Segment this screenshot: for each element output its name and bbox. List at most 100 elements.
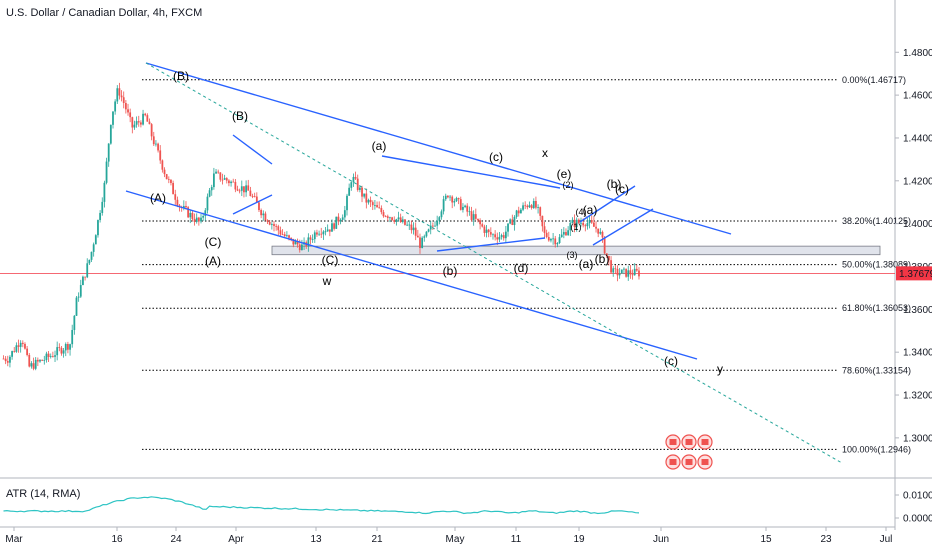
candle-body bbox=[359, 188, 361, 190]
candle-body bbox=[121, 96, 123, 98]
candle-body bbox=[370, 200, 372, 202]
wave-label: (a) bbox=[372, 139, 387, 153]
candle-body bbox=[535, 201, 537, 208]
candle-body bbox=[172, 183, 174, 194]
fib-level-label: 78.60%(1.33154) bbox=[842, 365, 911, 375]
flag-icon-fill bbox=[702, 439, 709, 445]
price-tick-label: 1.36000 bbox=[903, 305, 932, 316]
candle-body bbox=[325, 231, 327, 232]
candle-body bbox=[404, 219, 406, 224]
candle-body bbox=[591, 220, 593, 223]
candle-body bbox=[464, 206, 466, 207]
candle-body bbox=[526, 206, 528, 207]
flag-icon-fill bbox=[686, 439, 693, 445]
candle-body bbox=[129, 112, 131, 117]
candle-body bbox=[638, 271, 640, 277]
candle-body bbox=[138, 121, 140, 122]
candle-body bbox=[599, 232, 601, 234]
candle-body bbox=[18, 345, 20, 347]
candle-body bbox=[78, 297, 80, 298]
candle-body bbox=[196, 218, 198, 222]
candle-body bbox=[466, 206, 468, 212]
candle-body bbox=[361, 188, 363, 197]
candle-body bbox=[213, 173, 215, 187]
candle-body bbox=[24, 344, 26, 349]
candle-body bbox=[488, 230, 490, 232]
candle-body bbox=[509, 219, 511, 223]
wave-label: (2) bbox=[563, 180, 574, 190]
candle-body bbox=[76, 298, 78, 316]
candle-body bbox=[275, 226, 277, 227]
wave-label: (C) bbox=[205, 235, 222, 249]
candle-body bbox=[348, 188, 350, 196]
candle-body bbox=[438, 217, 440, 220]
candle-body bbox=[116, 88, 118, 101]
candle-body bbox=[280, 230, 282, 234]
candle-body bbox=[402, 219, 404, 222]
candle-body bbox=[514, 217, 516, 225]
candle-body bbox=[20, 343, 22, 347]
candle-body bbox=[505, 232, 507, 239]
flag-icon-fill bbox=[670, 459, 677, 465]
candle-body bbox=[3, 359, 5, 360]
candle-body bbox=[194, 219, 196, 222]
candle-body bbox=[507, 224, 509, 232]
candle-body bbox=[499, 237, 501, 240]
candle-body bbox=[155, 144, 157, 145]
wave-label: (B) bbox=[173, 69, 189, 83]
candle-body bbox=[441, 211, 443, 217]
candle-body bbox=[237, 189, 239, 190]
wave-label: (B) bbox=[232, 109, 248, 123]
last-price-label: 1.37679 bbox=[899, 269, 932, 280]
atr-label: ATR (14, RMA) bbox=[6, 488, 80, 500]
candle-body bbox=[456, 198, 458, 201]
wave-label: (a) bbox=[583, 203, 598, 217]
candle-body bbox=[400, 217, 402, 222]
time-tick-label: 19 bbox=[573, 534, 585, 545]
time-tick-label: 21 bbox=[371, 534, 383, 545]
fib-level-label: 0.00%(1.46717) bbox=[842, 75, 906, 85]
candle-body bbox=[219, 172, 221, 179]
time-tick-label: Mar bbox=[5, 534, 23, 545]
candle-body bbox=[627, 270, 629, 276]
candle-body bbox=[533, 201, 535, 208]
wave-label: x bbox=[542, 146, 548, 160]
candle-body bbox=[520, 210, 522, 214]
candle-body bbox=[550, 239, 552, 240]
candle-body bbox=[15, 345, 17, 351]
wave-label: (c) bbox=[489, 150, 503, 164]
candle-body bbox=[110, 125, 112, 144]
candle-body bbox=[86, 263, 88, 277]
time-tick-label: May bbox=[446, 534, 465, 545]
candle-body bbox=[524, 205, 526, 206]
candle-body bbox=[127, 109, 129, 112]
wave-label: (3) bbox=[567, 250, 578, 260]
candle-body bbox=[93, 244, 95, 252]
candle-body bbox=[473, 214, 475, 220]
candle-body bbox=[357, 179, 359, 190]
candle-body bbox=[123, 97, 125, 103]
candle-body bbox=[617, 269, 619, 275]
candle-body bbox=[211, 187, 213, 190]
candle-body bbox=[50, 356, 52, 357]
candle-body bbox=[84, 277, 86, 278]
candle-body bbox=[217, 172, 219, 173]
candle-body bbox=[260, 210, 262, 215]
candle-body bbox=[108, 144, 110, 162]
wave-label: (A) bbox=[150, 191, 166, 205]
candle-body bbox=[368, 200, 370, 203]
candle-body bbox=[71, 330, 73, 344]
candle-body bbox=[249, 191, 251, 196]
candle-body bbox=[131, 117, 133, 127]
time-tick-label: 13 bbox=[310, 534, 322, 545]
candle-body bbox=[458, 198, 460, 199]
candle-body bbox=[363, 194, 365, 197]
candle-body bbox=[174, 194, 176, 200]
candle-body bbox=[462, 207, 464, 210]
candle-body bbox=[516, 210, 518, 216]
candle-body bbox=[282, 234, 284, 235]
candle-body bbox=[97, 220, 99, 235]
candle-body bbox=[634, 269, 636, 275]
